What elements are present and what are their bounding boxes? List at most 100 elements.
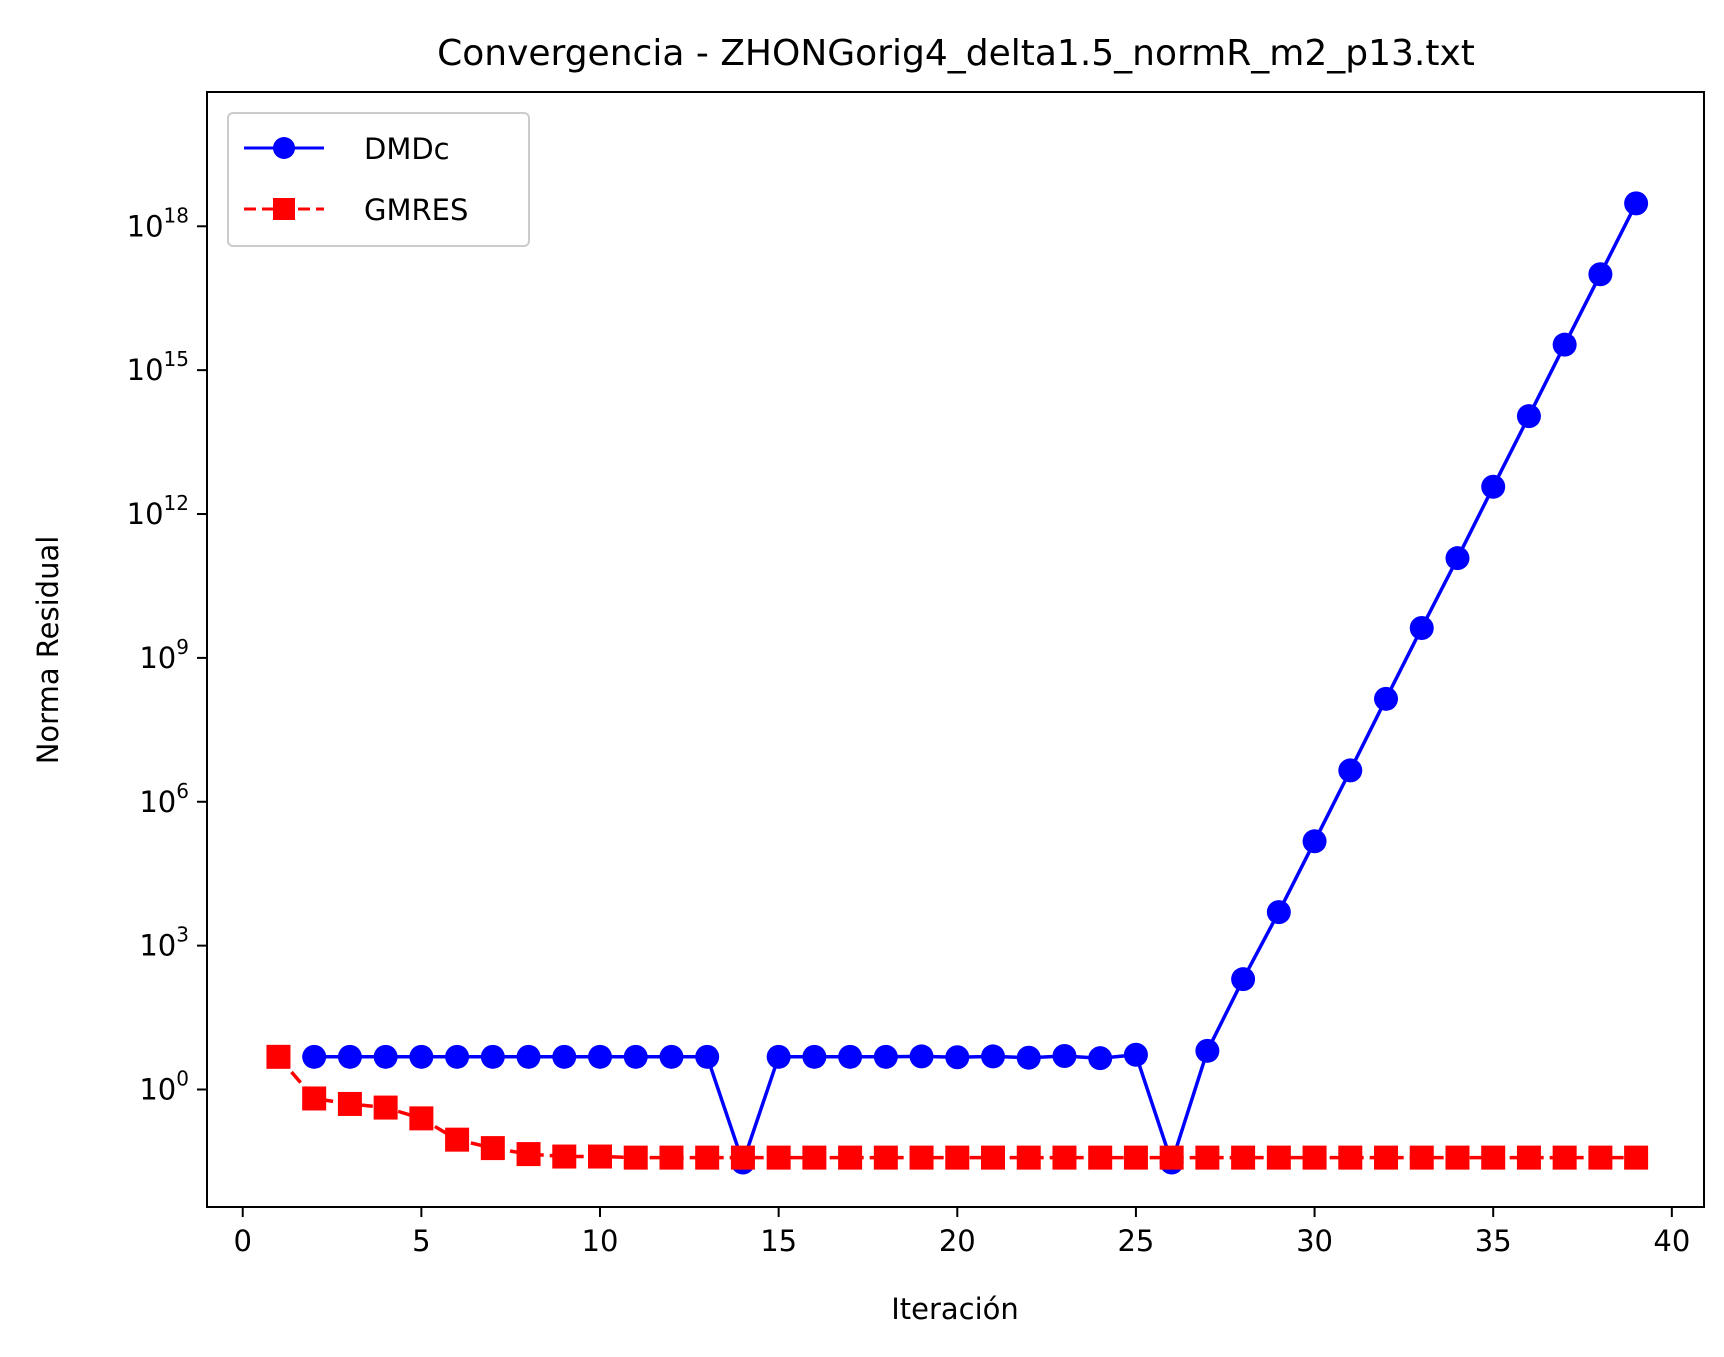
data-point-dmdc (1445, 546, 1470, 571)
data-point-dmdc (1016, 1045, 1041, 1070)
data-point-gmres (552, 1144, 577, 1169)
data-point-dmdc (1052, 1043, 1077, 1068)
data-point-gmres (1052, 1145, 1077, 1170)
x-tick-label: 30 (1296, 1224, 1333, 1258)
data-point-gmres (873, 1145, 898, 1170)
y-tick-base: 10 (127, 497, 164, 531)
data-point-gmres (1445, 1145, 1470, 1170)
y-tick-base: 10 (127, 209, 164, 243)
x-tick-label: 35 (1475, 1224, 1512, 1258)
data-point-dmdc (302, 1044, 327, 1069)
data-point-dmdc (337, 1044, 362, 1069)
y-tick-label: 106 (139, 779, 189, 819)
data-point-dmdc (1231, 967, 1256, 992)
data-point-gmres (409, 1106, 434, 1131)
data-point-gmres (1302, 1145, 1327, 1170)
data-point-gmres (373, 1095, 398, 1120)
y-tick-base: 10 (127, 353, 164, 387)
y-tick-exponent: 12 (164, 491, 189, 515)
data-point-gmres (909, 1145, 934, 1170)
y-tick-label: 1018 (127, 203, 189, 243)
data-point-dmdc (1516, 404, 1541, 429)
legend: DMDc GMRES (227, 112, 530, 247)
data-point-dmdc (409, 1044, 434, 1069)
data-point-dmdc (1552, 332, 1577, 357)
legend-label-dmdc: DMDc (364, 132, 450, 166)
data-point-gmres (1624, 1145, 1649, 1170)
legend-marker-dmdc (273, 137, 295, 159)
data-point-dmdc (802, 1044, 827, 1069)
data-point-dmdc (623, 1044, 648, 1069)
data-point-gmres (838, 1145, 863, 1170)
data-point-gmres (1123, 1145, 1148, 1170)
data-point-gmres (945, 1145, 970, 1170)
data-point-gmres (1195, 1145, 1220, 1170)
data-point-gmres (1159, 1145, 1184, 1170)
data-point-gmres (695, 1145, 720, 1170)
y-tick-exponent: 0 (176, 1067, 189, 1091)
data-point-gmres (802, 1145, 827, 1170)
data-point-dmdc (1195, 1038, 1220, 1063)
x-tick-label: 40 (1653, 1224, 1690, 1258)
data-point-gmres (1409, 1145, 1434, 1170)
data-point-dmdc (1123, 1042, 1148, 1067)
y-tick-base: 10 (139, 1073, 176, 1107)
y-tick-exponent: 3 (176, 923, 189, 947)
x-axis-label: Iteración (891, 1292, 1019, 1326)
data-point-dmdc (1588, 262, 1613, 287)
series-layer (266, 191, 1649, 1175)
data-point-dmdc (909, 1044, 934, 1069)
y-tick-label: 1015 (127, 347, 189, 387)
y-tick-base: 10 (139, 641, 176, 675)
x-tick-label: 20 (939, 1224, 976, 1258)
legend-frame (227, 112, 530, 247)
data-point-gmres (445, 1127, 470, 1152)
data-point-dmdc (766, 1044, 791, 1069)
data-point-gmres (1088, 1145, 1113, 1170)
y-tick-base: 10 (139, 929, 176, 963)
y-tick-exponent: 18 (164, 203, 189, 227)
data-point-dmdc (1409, 616, 1434, 641)
data-point-dmdc (1266, 900, 1291, 925)
x-tick-label: 5 (412, 1224, 430, 1258)
chart-title: Convergencia - ZHONGorig4_delta1.5_normR… (437, 33, 1475, 74)
data-point-dmdc (1338, 758, 1363, 783)
data-point-dmdc (480, 1044, 505, 1069)
data-point-gmres (1481, 1145, 1506, 1170)
y-tick-label: 100 (139, 1067, 189, 1107)
data-point-dmdc (445, 1044, 470, 1069)
data-point-dmdc (588, 1044, 613, 1069)
data-point-gmres (1266, 1145, 1291, 1170)
legend-marker-gmres (273, 198, 295, 220)
y-tick-label: 103 (139, 923, 189, 963)
data-point-gmres (730, 1145, 755, 1170)
y-tick-label: 1012 (127, 491, 189, 531)
data-point-gmres (516, 1142, 541, 1167)
data-point-dmdc (516, 1044, 541, 1069)
data-point-gmres (266, 1044, 291, 1069)
y-tick-label: 109 (139, 635, 189, 675)
data-point-gmres (337, 1091, 362, 1116)
data-point-gmres (659, 1145, 684, 1170)
x-tick-label: 10 (582, 1224, 619, 1258)
data-point-dmdc (838, 1044, 863, 1069)
y-axis-label: Norma Residual (31, 536, 65, 765)
data-point-dmdc (659, 1044, 684, 1069)
data-point-gmres (1338, 1145, 1363, 1170)
data-point-dmdc (373, 1044, 398, 1069)
data-point-dmdc (1624, 191, 1649, 216)
x-tick-label: 15 (760, 1224, 797, 1258)
y-tick-exponent: 6 (176, 779, 189, 803)
data-point-dmdc (873, 1044, 898, 1069)
data-point-gmres (1016, 1145, 1041, 1170)
x-tick-label: 25 (1117, 1224, 1154, 1258)
data-point-gmres (981, 1145, 1006, 1170)
data-point-dmdc (552, 1044, 577, 1069)
plot-frame (206, 91, 1705, 1208)
data-point-gmres (766, 1145, 791, 1170)
y-tick-base: 10 (139, 785, 176, 819)
data-point-dmdc (695, 1044, 720, 1069)
data-point-dmdc (945, 1045, 970, 1070)
